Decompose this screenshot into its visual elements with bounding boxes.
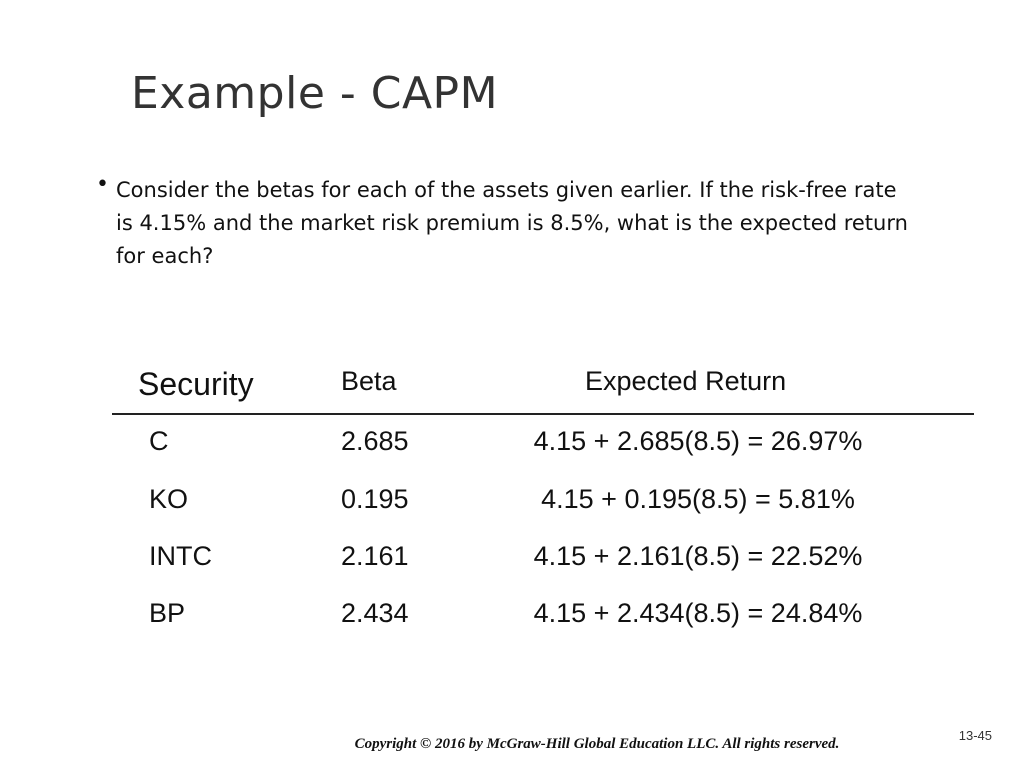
slide-title: Example - CAPM [131,68,499,119]
bullet-text: Consider the betas for each of the asset… [116,178,908,268]
bullet-marker: • [96,172,109,197]
row-security: C [149,426,169,456]
row-beta: 0.195 [341,484,409,514]
row-beta: 2.161 [341,541,409,571]
header-rule [112,413,974,415]
row-security: KO [149,484,189,514]
header-expected-return: Expected Return [585,366,787,396]
slide-number: 13-45 [958,728,992,743]
row-beta: 2.434 [341,598,409,628]
row-security: BP [149,598,186,628]
row-beta: 2.685 [341,426,409,456]
row-expected-return: 4.15 + 2.685(8.5) = 26.97% [533,426,863,456]
row-expected-return: 4.15 + 2.161(8.5) = 22.52% [533,541,863,571]
copyright-notice: Copyright © 2016 by McGraw-Hill Global E… [354,736,840,752]
row-security: INTC [149,541,212,571]
row-expected-return: 4.15 + 2.434(8.5) = 24.84% [533,598,863,628]
row-expected-return: 4.15 + 0.195(8.5) = 5.81% [541,484,855,514]
header-beta: Beta [341,366,397,396]
header-security: Security [138,366,254,402]
